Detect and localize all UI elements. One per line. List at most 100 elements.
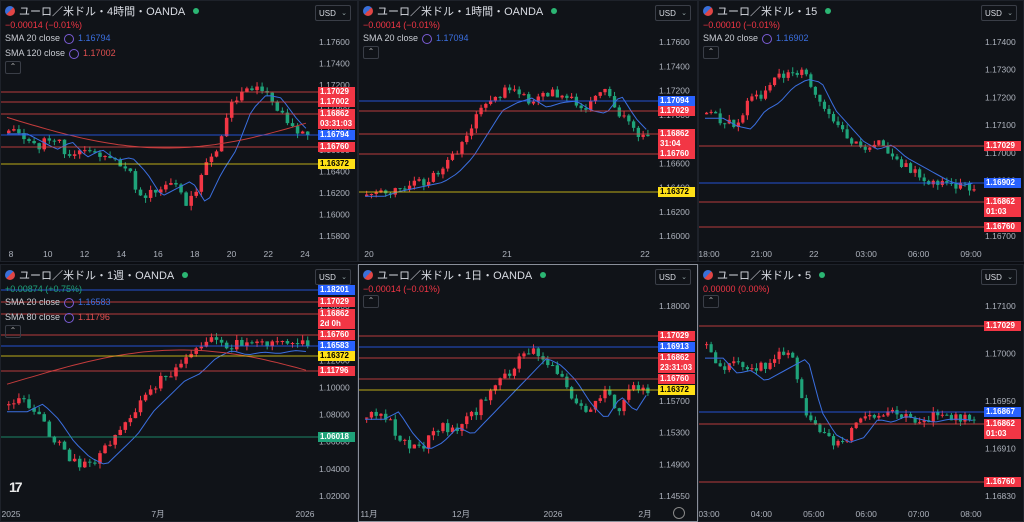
candle-body bbox=[474, 411, 478, 416]
candle-body bbox=[850, 138, 854, 144]
indicator-settings-icon[interactable] bbox=[69, 48, 80, 59]
candle-body bbox=[474, 114, 478, 129]
indicator-settings-icon[interactable] bbox=[64, 312, 75, 323]
candle-body bbox=[417, 444, 421, 446]
price-axis-tag: 1.17029 bbox=[658, 331, 695, 341]
candle-body bbox=[841, 441, 845, 443]
candle-body bbox=[98, 152, 102, 157]
candle-body bbox=[93, 462, 97, 464]
y-axis-tick-label: 1.17400 bbox=[319, 59, 350, 69]
chart-panel-1[interactable]: 1.176001.174001.172001.170001.168001.166… bbox=[0, 0, 358, 262]
candle-body bbox=[777, 73, 781, 78]
candle-body bbox=[709, 344, 713, 353]
currency-selector[interactable]: USD ⌄ bbox=[981, 5, 1017, 21]
currency-selector[interactable]: USD ⌄ bbox=[981, 269, 1017, 285]
candle-body bbox=[641, 387, 645, 390]
chart-panel-4[interactable]: 1.160001.140001.120001.100001.080001.060… bbox=[0, 264, 358, 522]
collapse-legend-button[interactable]: ⌃ bbox=[5, 61, 21, 74]
y-axis-tick-label: 1.04000 bbox=[319, 464, 350, 474]
candle-body bbox=[260, 86, 264, 92]
candle-body bbox=[736, 361, 740, 363]
candle-body bbox=[732, 361, 736, 364]
chart-panel-3[interactable]: 1.17400 1.17300 1.17200 1.17100 1.17000 1.169… bbox=[698, 0, 1024, 262]
candle-body bbox=[403, 439, 407, 441]
candle-body bbox=[422, 445, 426, 449]
chart-title[interactable]: ユーロ／米ドル・1時間・OANDA bbox=[363, 3, 693, 19]
candle-body bbox=[412, 444, 417, 449]
candle-body bbox=[365, 194, 369, 197]
y-axis-tick-label: 1.16830 bbox=[985, 491, 1016, 501]
price-change: −0.00014 (−0.01%) bbox=[5, 20, 83, 30]
candle-body bbox=[123, 166, 128, 169]
candle-body bbox=[909, 163, 913, 173]
candle-body bbox=[967, 414, 972, 420]
price-axis-tag: 1.06018 bbox=[318, 432, 355, 442]
collapse-legend-button[interactable]: ⌃ bbox=[703, 46, 719, 59]
candle-body bbox=[603, 88, 607, 93]
chart-panel-2[interactable]: 1.176001.174001.172001.170001.168001.166… bbox=[358, 0, 698, 262]
collapse-legend-button[interactable]: ⌃ bbox=[5, 325, 21, 338]
chart-header: ユーロ／米ドル・1週・OANDA +0.00874 (+0.75%) SMA 20 … bbox=[5, 267, 353, 338]
x-axis-tick-label: 22 bbox=[809, 249, 819, 259]
indicator-legend[interactable]: SMA 20 close 1.16583 bbox=[5, 295, 353, 310]
chart-panel-6[interactable]: 1.17100 1.17000 1.16950 1.16910 1.16830 03:00… bbox=[698, 264, 1024, 522]
y-axis-tick-label: 1.17400 bbox=[985, 37, 1016, 47]
candle-body bbox=[636, 385, 641, 390]
currency-selector[interactable]: USD ⌄ bbox=[315, 269, 351, 285]
candle-body bbox=[98, 453, 102, 464]
sma-20-line bbox=[7, 350, 306, 465]
candle-body bbox=[503, 373, 507, 379]
chart-title[interactable]: ユーロ／米ドル・1日・OANDA bbox=[363, 267, 693, 283]
candle-body bbox=[280, 341, 285, 343]
indicator-legend[interactable]: SMA 80 close 1.11796 bbox=[5, 310, 353, 325]
tradingview-logo-icon[interactable]: 17 bbox=[9, 479, 23, 495]
indicator-settings-icon[interactable] bbox=[64, 297, 75, 308]
candle-body bbox=[143, 195, 148, 198]
indicator-legend[interactable]: SMA 20 close 1.16902 bbox=[703, 31, 1019, 46]
currency-flag-icon bbox=[5, 270, 15, 280]
candle-body bbox=[877, 415, 881, 418]
indicator-settings-icon[interactable] bbox=[422, 33, 433, 44]
price-chart-svg: 1.180001.175001.166101.157001.153001.149… bbox=[359, 301, 690, 519]
candle-body bbox=[809, 74, 813, 87]
y-axis-tick-label: 1.18000 bbox=[659, 301, 690, 311]
collapse-legend-button[interactable]: ⌃ bbox=[363, 295, 379, 308]
chart-title[interactable]: ユーロ／米ドル・15 bbox=[703, 3, 1019, 19]
indicator-legend[interactable]: SMA 120 close 1.17002 bbox=[5, 46, 353, 61]
candle-body bbox=[431, 431, 436, 436]
candle-body bbox=[546, 92, 550, 97]
candle-body bbox=[958, 182, 963, 189]
currency-selector[interactable]: USD ⌄ bbox=[655, 5, 691, 21]
sma-long-line bbox=[6, 116, 307, 149]
candle-body bbox=[763, 362, 768, 369]
candle-body bbox=[913, 417, 917, 423]
candle-body bbox=[189, 195, 193, 206]
candle-body bbox=[967, 182, 972, 191]
candle-body bbox=[913, 169, 917, 173]
price-axis-tag: 1.16862 bbox=[658, 129, 695, 139]
collapse-legend-button[interactable]: ⌃ bbox=[703, 295, 719, 308]
indicator-legend[interactable]: SMA 20 close 1.16794 bbox=[5, 31, 353, 46]
candle-body bbox=[431, 172, 436, 182]
price-axis-tag: 2d 0h bbox=[318, 319, 355, 329]
indicator-legend[interactable]: SMA 20 close 1.17094 bbox=[363, 31, 693, 46]
settings-gear-icon[interactable] bbox=[673, 507, 685, 519]
currency-selector[interactable]: USD ⌄ bbox=[655, 269, 691, 285]
price-axis-tag: 1.17029 bbox=[318, 297, 355, 307]
chart-title[interactable]: ユーロ／米ドル・5 bbox=[703, 267, 1019, 283]
chart-title[interactable]: ユーロ／米ドル・1週・OANDA bbox=[5, 267, 353, 283]
candle-body bbox=[103, 445, 107, 454]
indicator-settings-icon[interactable] bbox=[762, 33, 773, 44]
y-axis-tick-label: 1.16950 bbox=[985, 396, 1016, 406]
indicator-settings-icon[interactable] bbox=[64, 33, 75, 44]
chart-panel-5[interactable]: 1.180001.175001.166101.157001.153001.149… bbox=[358, 264, 698, 522]
candle-body bbox=[426, 181, 431, 186]
chart-title[interactable]: ユーロ／米ドル・4時間・OANDA bbox=[5, 3, 353, 19]
collapse-legend-button[interactable]: ⌃ bbox=[363, 46, 379, 59]
price-change: 0.00000 (0.00%) bbox=[703, 284, 770, 294]
candle-body bbox=[450, 153, 455, 160]
currency-selector[interactable]: USD ⌄ bbox=[315, 5, 351, 21]
x-axis-tick-label: 09:00 bbox=[960, 249, 982, 259]
candle-body bbox=[52, 436, 57, 443]
candle-body bbox=[958, 414, 963, 422]
